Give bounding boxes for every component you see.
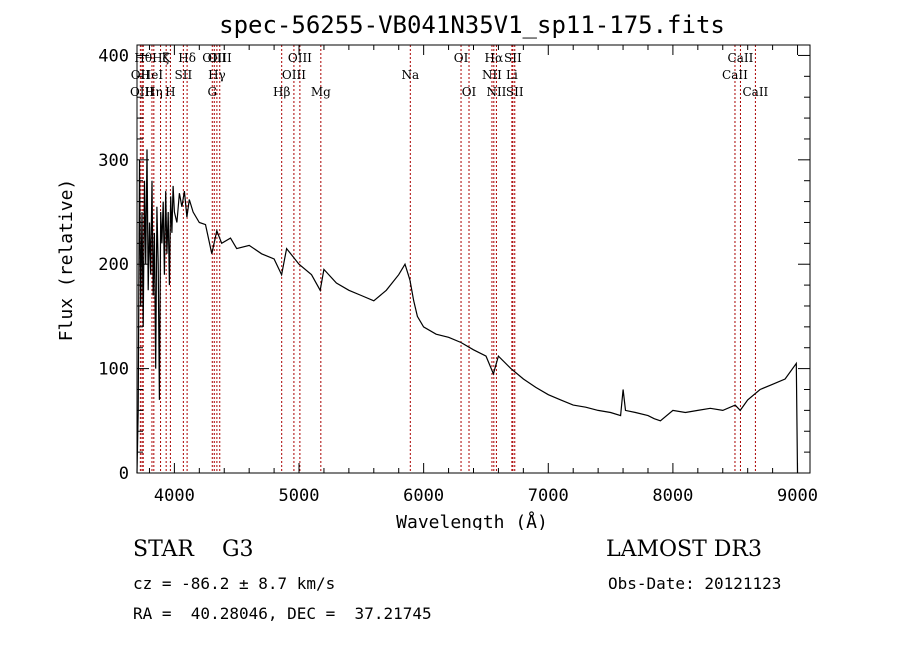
- obs-date-readout: Obs-Date: 20121123: [608, 574, 782, 593]
- line-label: H: [165, 85, 175, 99]
- spectral-line-markers: [139, 45, 756, 473]
- line-label: Hζ: [152, 51, 169, 65]
- y-tick-label: 400: [98, 46, 129, 66]
- line-label: CaII: [742, 85, 768, 99]
- chart-title: spec-56255-VB041N35V1_sp11-175.fits: [219, 11, 725, 39]
- line-label: OII: [131, 68, 151, 82]
- line-label: SII: [175, 68, 193, 82]
- y-axis-ticks: 0 100 200 300 400: [98, 46, 810, 484]
- line-label: SII: [506, 85, 524, 99]
- line-label: G: [207, 85, 217, 99]
- line-label: OI: [462, 85, 477, 99]
- line-label: OIII: [202, 51, 226, 65]
- x-tick-label: 7000: [528, 486, 569, 506]
- x-tick-label: 4000: [154, 486, 195, 506]
- spectrum-series-line: [136, 149, 799, 474]
- line-label: Hθ: [134, 51, 152, 65]
- line-label: Hη: [145, 85, 163, 99]
- x-axis-label: Wavelength (Å): [396, 511, 548, 530]
- line-label: HeI: [141, 68, 164, 82]
- x-tick-label: 8000: [652, 486, 693, 506]
- spectrum-chart: spec-56255-VB041N35V1_sp11-175.fits OII O…: [56, 11, 818, 530]
- line-label: OIII: [208, 51, 232, 65]
- line-label: Li: [506, 68, 518, 82]
- object-class-label: STAR G3: [133, 537, 254, 562]
- x-tick-label: 5000: [279, 486, 320, 506]
- line-label: Mg: [311, 85, 331, 99]
- x-axis-ticks: 4000 5000 6000 7000 8000 9000: [148, 45, 818, 506]
- line-label: OIII: [130, 85, 154, 99]
- y-tick-label: 300: [98, 151, 129, 171]
- x-tick-label: 9000: [777, 486, 818, 506]
- line-label: Hα: [485, 51, 504, 65]
- line-label: Hγ: [208, 68, 226, 82]
- x-tick-label: 6000: [403, 486, 444, 506]
- survey-label: LAMOST DR3: [606, 537, 762, 562]
- line-label: OI: [454, 51, 469, 65]
- line-label: Na: [401, 68, 419, 82]
- line-label: Hδ: [178, 51, 196, 65]
- coordinates-readout: RA = 40.28046, DEC = 37.21745: [133, 604, 432, 623]
- line-label: K: [162, 51, 172, 65]
- line-label: OIII: [282, 68, 306, 82]
- y-axis-label: Flux (relative): [56, 179, 77, 342]
- line-label: Hβ: [273, 85, 290, 99]
- line-label: OIII: [288, 51, 312, 65]
- y-tick-label: 100: [98, 360, 129, 380]
- line-label: CaII: [728, 51, 754, 65]
- line-label: NII: [482, 68, 502, 82]
- line-label: CaII: [722, 68, 748, 82]
- redshift-readout: cz = -86.2 ± 8.7 km/s: [133, 574, 336, 593]
- spectral-line-labels: OIIOIIIHθHeIHηHζKHSIIHδGOIIIHγOIIIHβOIII…: [130, 51, 769, 99]
- y-tick-label: 200: [98, 255, 129, 275]
- line-label: NII: [486, 85, 506, 99]
- y-tick-label: 0: [119, 464, 129, 484]
- line-label: SII: [504, 51, 522, 65]
